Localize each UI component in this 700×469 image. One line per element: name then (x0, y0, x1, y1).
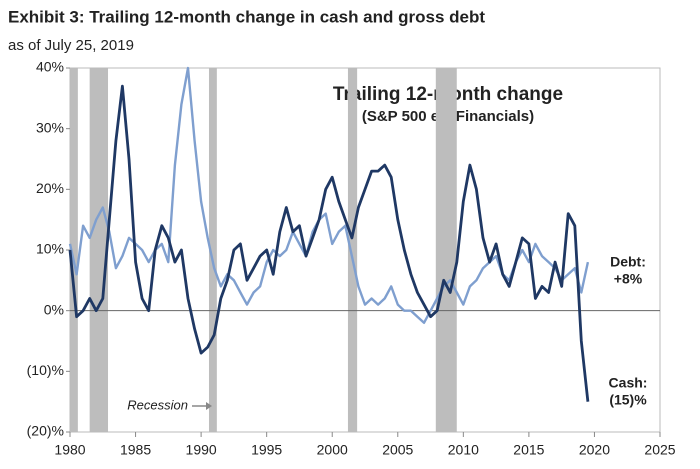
chart-subtitle: as of July 25, 2019 (8, 37, 134, 54)
recession-label: Recession (127, 397, 188, 412)
y-tick-label: 20% (36, 180, 64, 196)
y-tick-label: 10% (36, 241, 64, 257)
y-tick-label: 0% (44, 301, 64, 317)
x-tick-label: 2025 (644, 442, 675, 458)
series-end-label: Debt: (610, 254, 646, 270)
x-tick-label: 2010 (448, 442, 479, 458)
series-end-label: +8% (614, 271, 643, 287)
x-tick-label: 1985 (120, 442, 151, 458)
series-end-label: (15)% (609, 392, 647, 408)
recession-band (347, 68, 358, 432)
x-tick-label: 2015 (513, 442, 544, 458)
x-tick-label: 1990 (186, 442, 217, 458)
y-tick-label: (10)% (27, 362, 64, 378)
recession-band (89, 68, 109, 432)
recession-band (435, 68, 457, 432)
series-end-label: Cash: (609, 375, 648, 391)
recession-arrowhead (206, 402, 212, 410)
recession-band (208, 68, 217, 432)
y-tick-label: 40% (36, 59, 64, 75)
x-tick-label: 2020 (579, 442, 610, 458)
recession-band (70, 68, 78, 432)
y-tick-label: 30% (36, 119, 64, 135)
x-tick-label: 2000 (317, 442, 348, 458)
x-tick-label: 1995 (251, 442, 282, 458)
chart-title: Exhibit 3: Trailing 12-month change in c… (8, 7, 485, 26)
series-line (68, 84, 590, 402)
y-tick-label: (20)% (27, 423, 64, 439)
x-tick-label: 1980 (54, 442, 85, 458)
x-tick-label: 2005 (382, 442, 413, 458)
